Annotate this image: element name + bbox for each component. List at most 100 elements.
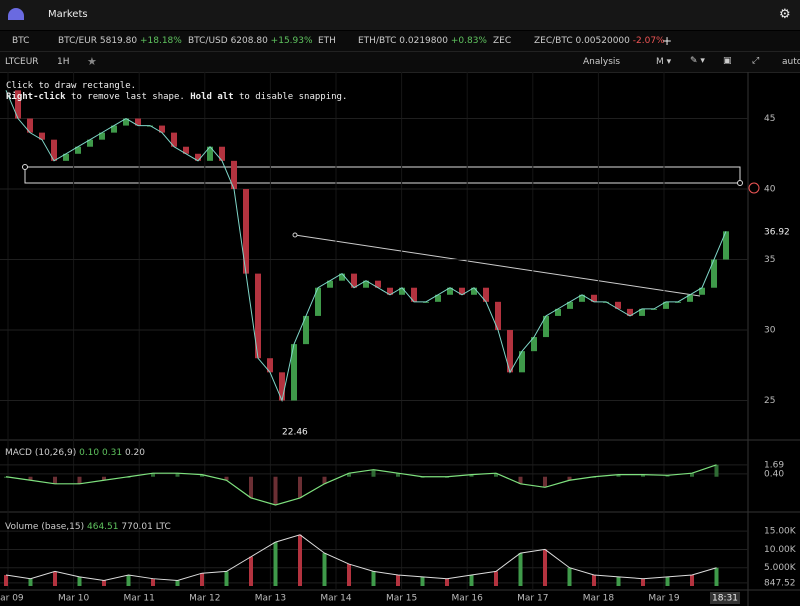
scale-mode[interactable]: auto [782,57,800,67]
candle [183,146,189,154]
candle [339,273,345,281]
volume-bar [665,576,670,586]
candle [279,372,285,401]
macd-bar [469,474,474,477]
volume-bar [567,567,572,586]
x-tick-label: Mar 13 [255,594,286,604]
volume-bar [298,534,302,586]
candle [123,118,129,126]
macd-bar [347,473,351,477]
last-price-box [750,225,796,238]
volume-bar [396,575,400,586]
x-tick-label: Mar 09 [0,594,24,604]
macd-bar [151,473,155,477]
candle [615,301,621,309]
ticker[interactable]: BTC/USD 6208.80 +15.93% [188,36,313,46]
label: Volume (base,15) [5,522,85,532]
handle[interactable] [292,232,298,238]
volume-bar [714,567,719,586]
volume-legend: Volume (base,15) 464.51 770.01 LTC [5,522,171,532]
y-tick-label: 10.00K [764,545,797,555]
y-tick-label: 5.000K [764,563,797,573]
macd-bar [28,476,33,481]
x-tick-label: Mar 16 [452,594,484,604]
candle [291,344,297,401]
candle [435,294,441,302]
macd-bar [298,476,302,498]
last-price: 36.92 [764,228,790,238]
volume-bar [53,571,57,586]
settings-icon[interactable]: ⚙ [779,7,791,22]
handle[interactable] [737,180,743,186]
logo[interactable] [8,8,24,20]
x-tick-label: Mar 18 [583,594,615,604]
y-tick-label: 1.69 [764,460,784,470]
volume-bar [126,575,131,586]
expand[interactable]: ⤢ [752,56,760,66]
volume-bar [175,580,180,586]
candle [303,315,309,345]
candle [639,308,645,316]
ticker[interactable]: ZEC [493,36,512,46]
macd-bar [665,475,670,477]
pair: ZEC/BTC [534,36,573,46]
low-label: 22.46 [282,428,308,438]
candle [75,146,81,154]
hint-text: to disable snapping. [233,92,348,102]
market-select[interactable]: LTCEUR [5,57,39,67]
volume-bar [641,578,645,586]
candle [87,139,93,147]
x-tick-label: 18:31 [712,594,738,604]
favorite[interactable]: ★ [87,55,97,68]
chart-type[interactable]: M ▾ [656,57,672,67]
candle [111,125,117,133]
ticker[interactable]: BTC [12,36,30,46]
pair: ETH/BTC [358,36,397,46]
draw-tool[interactable]: ✎ ▾ [690,56,705,66]
candle [567,301,573,309]
hint-bold: Hold alt [190,92,234,102]
handle[interactable] [22,164,28,170]
add-ticker[interactable]: + [662,34,673,48]
snapshot[interactable]: ▣ [723,56,732,66]
candle [471,287,477,295]
volume-bar [592,575,596,586]
volume-bar [77,576,82,586]
interval-select[interactable]: 1H [57,57,70,67]
volume-bar [249,556,253,586]
value: 0.31 [102,448,123,458]
hint-bold: Right-click [6,92,66,102]
candle [555,308,561,316]
macd-bar [616,474,621,477]
candle [627,308,633,316]
y-tick-label: 15.00K [764,527,797,537]
pair: BTC/EUR [58,36,97,46]
candle [231,160,237,190]
x-tick-label: Mar 17 [517,594,548,604]
volume-bar [4,575,8,586]
markets-tab[interactable]: Markets [48,9,88,20]
candle [579,294,585,302]
price-line [5,90,727,403]
macd-bar [567,476,572,481]
ticker[interactable]: ETH [318,36,336,46]
volume-line [5,534,717,582]
ticker[interactable]: BTC/EUR 5819.80 +18.18% [58,36,182,46]
macd-bar [690,473,694,477]
ticker[interactable]: ZEC/BTC 0.00520000 -2.07% [534,36,665,46]
candle [483,287,489,302]
analysis-menu[interactable]: Analysis [583,57,621,67]
candle [447,287,453,295]
y-tick-label: 25 [764,396,775,406]
change: -2.07% [632,36,665,46]
candle [543,315,549,338]
ticker[interactable]: ETH/BTC 0.0219800 +0.83% [358,36,487,46]
volume-bar [347,564,351,586]
candle [663,301,669,309]
candle [255,273,261,359]
volume-bar [322,553,327,586]
x-tick-label: Mar 11 [124,594,155,604]
candle [519,351,525,373]
candle [495,301,501,331]
hint: Click to draw rectangle. Right-click to … [6,81,347,103]
